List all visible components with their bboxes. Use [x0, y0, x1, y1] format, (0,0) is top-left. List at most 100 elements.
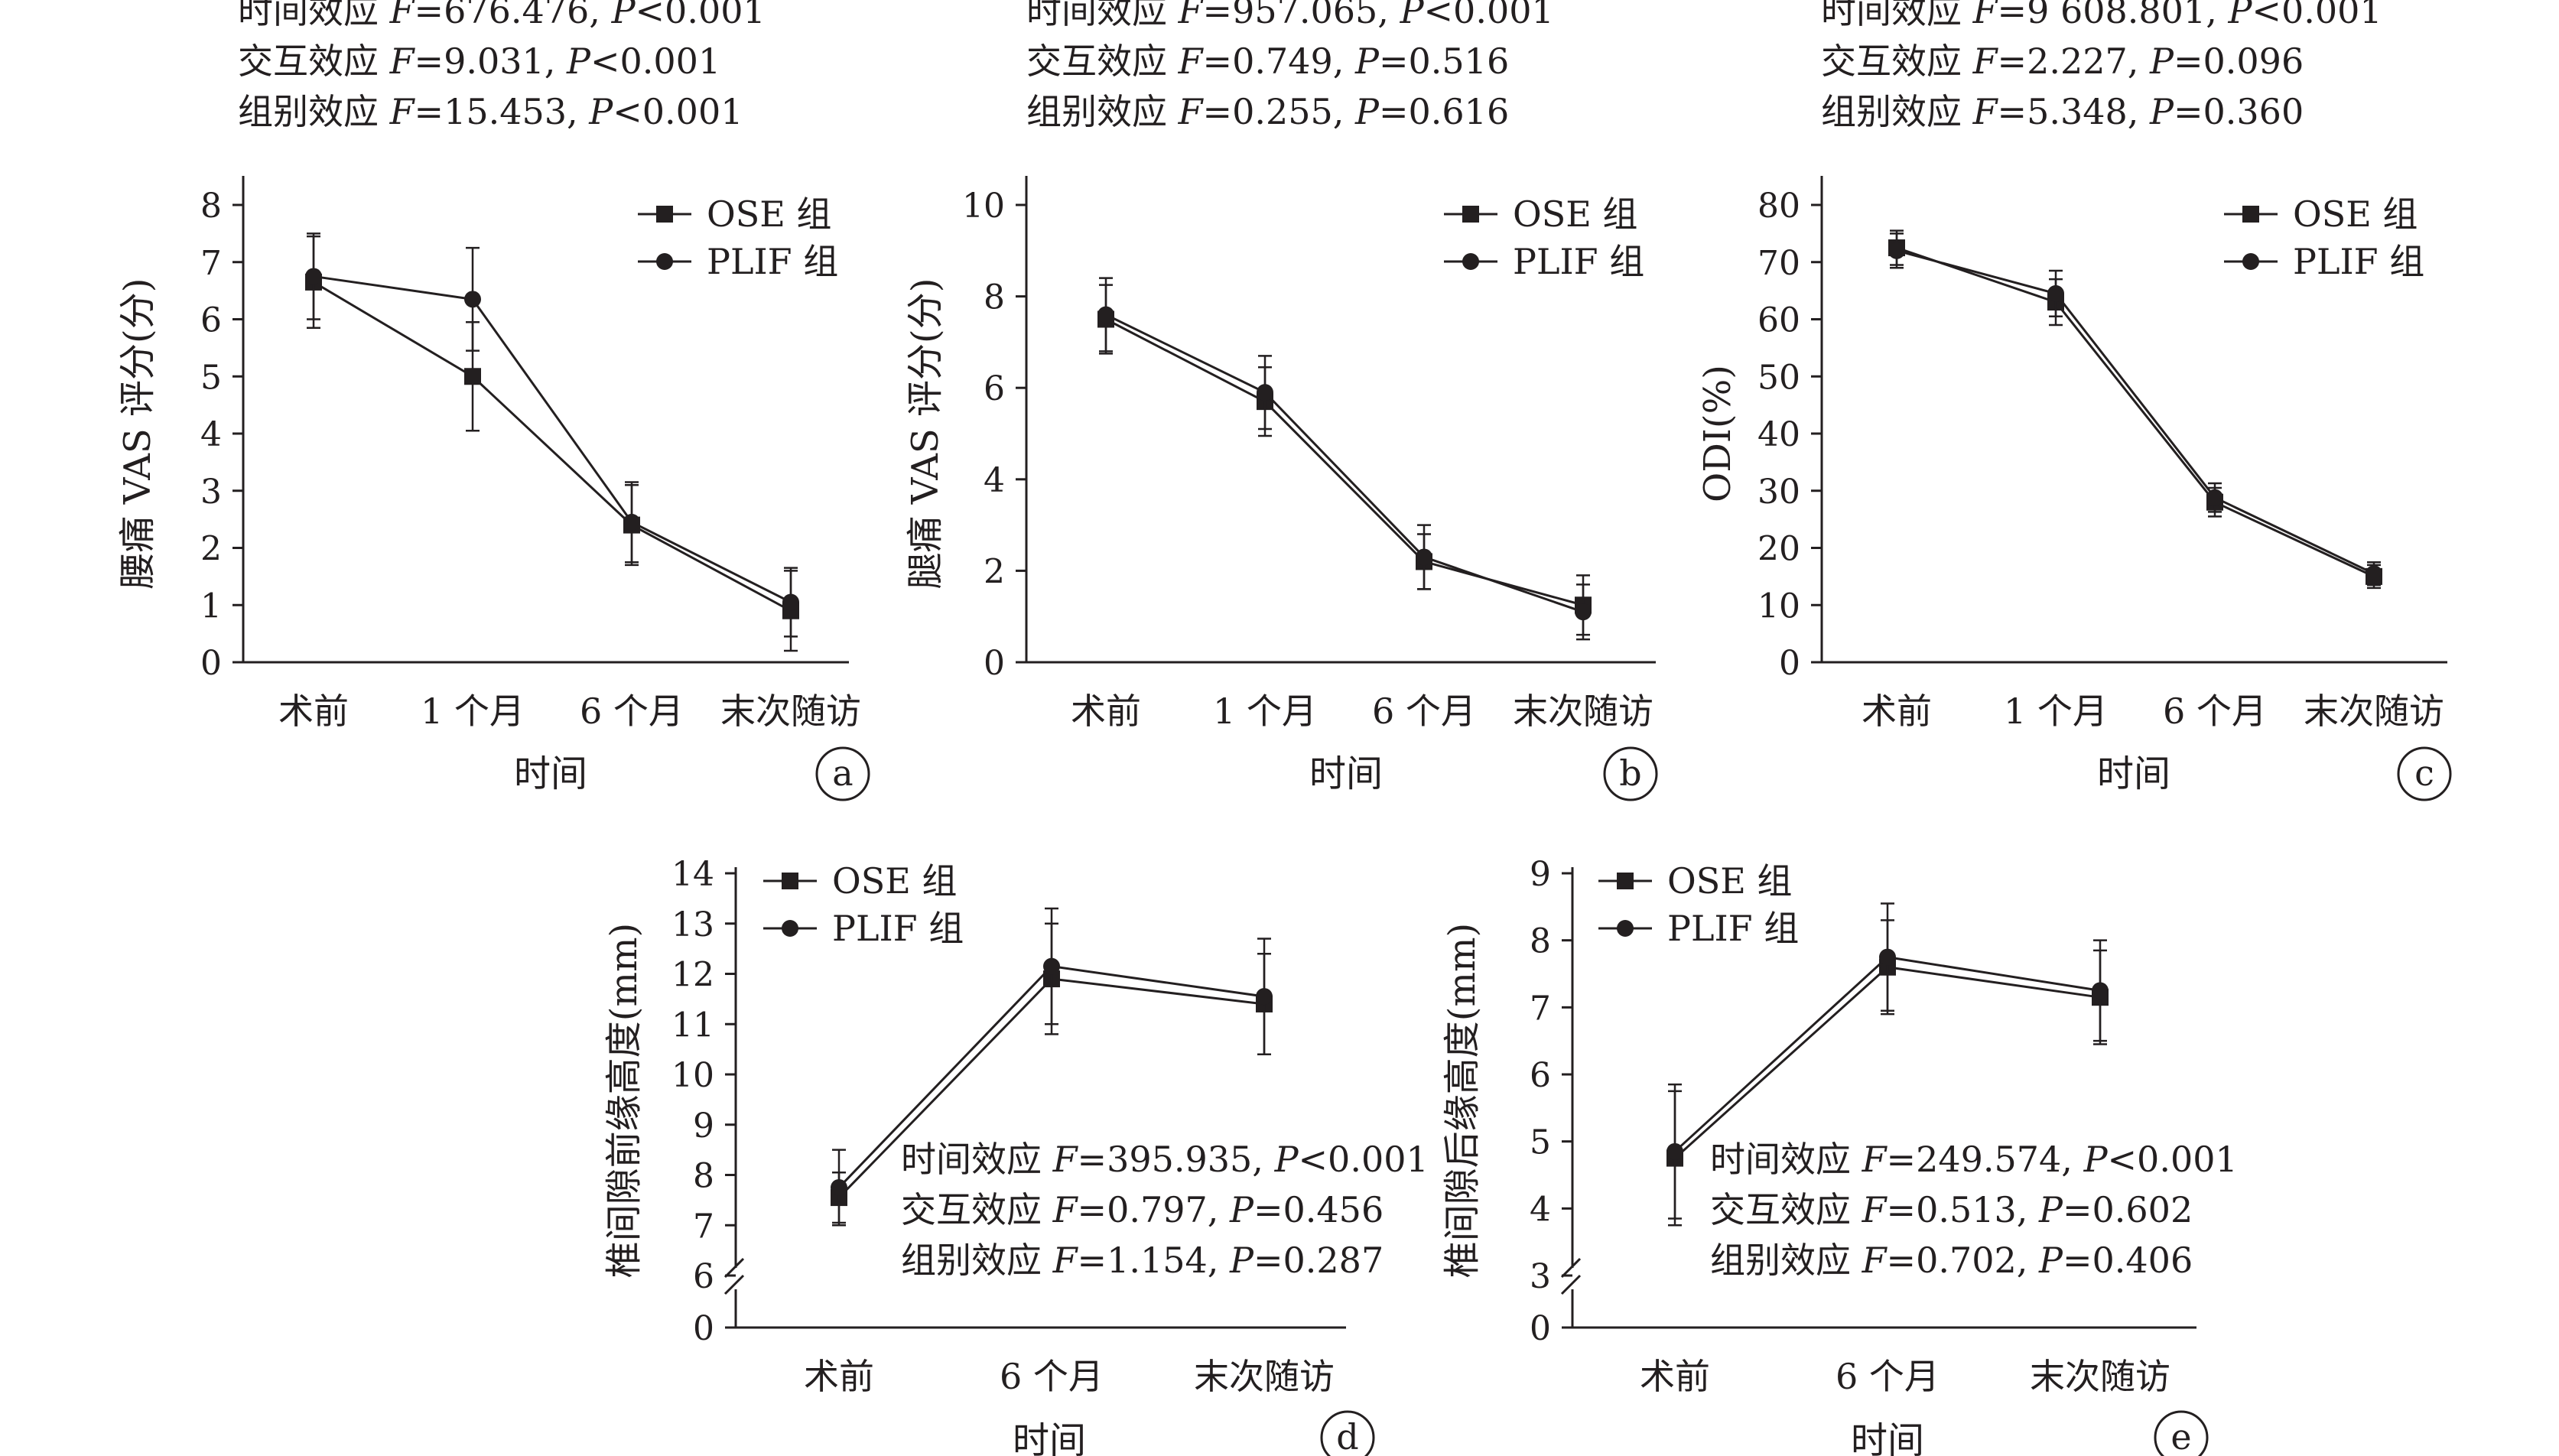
chart-panel-a: 时间效应 F=676.476, P<0.001 交互效应 F=9.031, P<0…: [116, 0, 870, 801]
x-tick-label: 末次随访: [2030, 1356, 2170, 1397]
legend-marker: [656, 206, 673, 223]
data-point: [623, 513, 640, 531]
y-tick-label: 8: [200, 187, 222, 226]
legend-label: PLIF 组: [1513, 241, 1644, 282]
y-tick-label: 70: [1757, 244, 1800, 283]
x-tick-label: 术前: [1640, 1356, 1710, 1397]
series-line: [313, 281, 792, 613]
x-tick-label: 1 个月: [421, 691, 525, 732]
x-tick-label: 6 个月: [1372, 691, 1476, 732]
data-point: [2047, 284, 2064, 302]
y-tick-label: 6: [1530, 1056, 1551, 1095]
panel-label-circle: [815, 746, 870, 801]
stat-line: 组别效应 F=0.255, P=0.616: [1026, 91, 1509, 132]
legend-marker: [1462, 206, 1479, 223]
x-tick-label: 6 个月: [580, 691, 684, 732]
x-tick-label: 术前: [278, 691, 349, 732]
y-tick-label: 6: [984, 369, 1005, 408]
data-point: [1043, 957, 1060, 975]
y-tick-label: 8: [693, 1157, 714, 1196]
axis-break-mark: [723, 1257, 745, 1279]
data-point: [464, 291, 481, 308]
data-point: [1879, 948, 1896, 966]
stat-line: 交互效应 F=2.227, P=0.096: [1821, 41, 2304, 82]
stats-block: 时间效应 F=395.935, P<0.001 交互效应 F=0.797, P=0…: [901, 1139, 1429, 1281]
x-tick-label: 6 个月: [2163, 691, 2267, 732]
data-point: [1257, 384, 1273, 401]
y-tick-label: 30: [1757, 473, 1800, 512]
legend-marker: [2242, 253, 2259, 270]
legend-label: PLIF 组: [707, 241, 838, 282]
y-tick-label: 10: [1757, 587, 1800, 626]
data-point: [2206, 489, 2223, 506]
stat-line: 组别效应 F=1.154, P=0.287: [901, 1240, 1384, 1281]
y-tick-label: 12: [671, 956, 714, 995]
legend-marker: [1462, 253, 1479, 270]
y-tick-label: 1: [200, 587, 222, 626]
stat-line: 交互效应 F=0.749, P=0.516: [1026, 41, 1509, 82]
y-axis-title: 椎间隙前缘高度(mm): [603, 923, 645, 1279]
data-point: [464, 368, 481, 385]
x-axis-title: 时间: [1309, 752, 1383, 795]
stat-line: 交互效应 F=9.031, P<0.001: [238, 41, 720, 82]
panel-label-circle: [2154, 1410, 2209, 1456]
legend-marker: [2242, 206, 2259, 223]
y-tick-label: 0: [200, 644, 222, 683]
panel-label: b: [1619, 752, 1641, 794]
chart-panel-c: 时间效应 F=9 608.801, P<0.001 交互效应 F=2.227, P…: [1696, 0, 2452, 801]
data-point: [1256, 988, 1273, 1006]
y-tick-label: 2: [984, 552, 1005, 591]
chart-panel-e: 时间效应 F=249.574, P<0.001 交互效应 F=0.513, P=0…: [1441, 855, 2238, 1456]
y-tick-label: 7: [200, 244, 222, 283]
y-tick-label: 7: [693, 1207, 714, 1246]
y-tick-label: 50: [1757, 358, 1800, 397]
legend-label: OSE 组: [707, 193, 831, 235]
y-tick-label: 0: [1530, 1309, 1551, 1348]
x-tick-label: 术前: [804, 1356, 874, 1397]
stat-line: 时间效应 F=249.574, P<0.001: [1710, 1139, 2238, 1180]
y-tick-label: 11: [671, 1006, 714, 1045]
y-tick-label: 0: [984, 644, 1005, 683]
data-point: [782, 593, 799, 611]
y-tick-label: 5: [1530, 1123, 1551, 1162]
data-point: [1666, 1142, 1683, 1160]
y-tick-label: 7: [1530, 989, 1551, 1028]
panel-label: e: [2170, 1416, 2191, 1456]
y-tick-label: 9: [693, 1107, 714, 1146]
panel-label-circle: [1320, 1410, 1375, 1456]
y-tick-label: 10: [962, 187, 1005, 226]
legend-label: OSE 组: [1667, 860, 1792, 902]
stat-line: 组别效应 F=0.702, P=0.406: [1710, 1240, 2193, 1281]
data-point: [831, 1178, 847, 1196]
legend-label: OSE 组: [832, 860, 957, 902]
stat-line: 交互效应 F=0.797, P=0.456: [901, 1189, 1384, 1230]
stat-line: 时间效应 F=395.935, P<0.001: [901, 1139, 1429, 1180]
data-point: [1888, 242, 1905, 259]
y-tick-label: 0: [693, 1309, 714, 1348]
x-tick-label: 6 个月: [1000, 1356, 1104, 1397]
y-tick-label: 4: [984, 461, 1005, 500]
legend-label: PLIF 组: [832, 908, 964, 949]
panel-label-circle: [1603, 746, 1658, 801]
panel-label-circle: [2397, 746, 2452, 801]
data-point: [1575, 603, 1592, 621]
y-tick-label: 10: [671, 1056, 714, 1095]
stats-block: 时间效应 F=9 608.801, P<0.001 交互效应 F=2.227, P…: [1821, 0, 2382, 132]
stats-block: 时间效应 F=249.574, P<0.001 交互效应 F=0.513, P=0…: [1710, 1139, 2238, 1281]
x-tick-label: 术前: [1862, 691, 1932, 732]
x-axis-title: 时间: [2097, 752, 2170, 795]
y-tick-label: 3: [200, 473, 222, 512]
stats-block: 时间效应 F=957.065, P<0.001 交互效应 F=0.749, P=0…: [1026, 0, 1554, 132]
stat-line: 时间效应 F=676.476, P<0.001: [238, 0, 766, 31]
data-point: [1416, 548, 1432, 566]
y-tick-label: 5: [200, 358, 222, 397]
data-point: [1097, 306, 1114, 323]
legend-label: OSE 组: [2293, 193, 2418, 235]
y-tick-label: 80: [1757, 187, 1800, 226]
y-tick-label: 3: [1530, 1257, 1551, 1296]
series-line: [1105, 318, 1584, 606]
legend-marker: [656, 253, 673, 270]
axis-break-mark: [723, 1274, 745, 1295]
series-line: [313, 275, 792, 603]
